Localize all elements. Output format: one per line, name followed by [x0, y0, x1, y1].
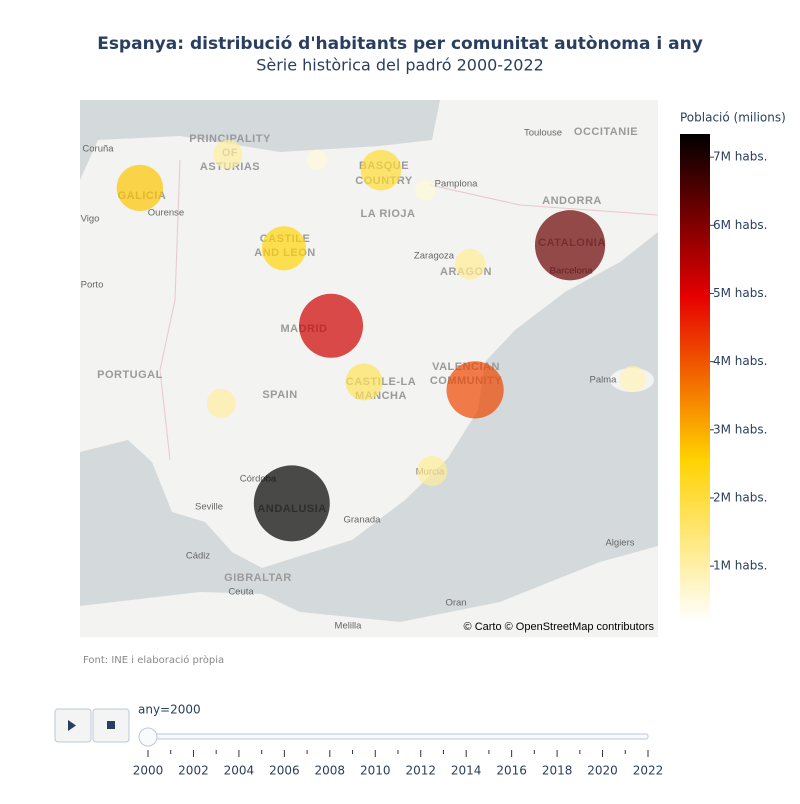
map-label: Melilla — [335, 621, 363, 632]
colorbar-tick-label: 6M habs. — [713, 218, 767, 232]
bubble — [213, 139, 243, 169]
map-label: Coruña — [82, 144, 114, 155]
slider-tick-label: 2008 — [315, 764, 346, 778]
colorbar-tick-label: 3M habs. — [713, 422, 767, 436]
slider-tick-label: 2022 — [633, 764, 664, 778]
map-label: Porto — [81, 280, 104, 291]
attribution: © Carto © OpenStreetMap contributors — [464, 621, 655, 633]
slider-current-label: any=2000 — [138, 703, 201, 717]
bubbles — [116, 139, 646, 542]
bubble — [360, 149, 402, 191]
map-label: Vigo — [81, 214, 100, 225]
slider-tick-label: 2002 — [178, 764, 209, 778]
slider[interactable]: 2000 2002 2004 2006 2008 2010 2012 2014 2016 2018… — [133, 727, 664, 778]
bubble — [253, 465, 330, 542]
colorbar-title: Població (milions) — [680, 111, 786, 125]
slider-track[interactable] — [147, 733, 649, 740]
bubble — [306, 149, 328, 171]
slider-handle[interactable] — [138, 727, 158, 747]
slider-tick-label: 2000 — [133, 764, 164, 778]
map-label: Zaragoza — [414, 251, 455, 262]
bubble — [534, 210, 606, 281]
map-label: Seville — [195, 502, 223, 513]
bubble — [206, 388, 236, 418]
slider-tick-label: 2010 — [360, 764, 391, 778]
map-label: GIBRALTAR — [224, 572, 292, 584]
chart-subtitle: Sèrie històrica del padró 2000-2022 — [256, 56, 544, 75]
bubble — [299, 293, 364, 358]
map-label: OCCITANIE — [574, 126, 638, 138]
map-label: Toulouse — [524, 128, 562, 139]
map-label: ANDORRA — [542, 195, 602, 207]
map-label: LA RIOJA — [361, 208, 416, 220]
colorbar-ticks: 1M habs. 2M habs. 3M habs. 4M habs. 5M habs.… — [710, 150, 767, 573]
bubble — [454, 248, 486, 280]
map-label: Palma — [590, 375, 618, 386]
colorbar — [680, 134, 710, 622]
map-label: Ceuta — [228, 587, 254, 598]
chart-title: Espanya: distribució d'habitants per com… — [97, 34, 703, 54]
map-label: Ourense — [148, 208, 184, 219]
map-label: Algiers — [605, 538, 634, 549]
slider-tick-label: 2012 — [405, 764, 436, 778]
basemap — [80, 100, 658, 637]
slider-tick-label: 2018 — [542, 764, 573, 778]
colorbar-tick-label: 4M habs. — [713, 354, 767, 368]
slider-tick-label: 2014 — [451, 764, 482, 778]
colorbar-tick-label: 2M habs. — [713, 490, 767, 504]
slider-tick-label: 2006 — [269, 764, 300, 778]
slider-tick-label: 2016 — [496, 764, 527, 778]
colorbar-tick-label: 7M habs. — [713, 150, 767, 164]
bubble — [345, 363, 383, 401]
colorbar-tick-label: 1M habs. — [713, 559, 767, 573]
map-label: PORTUGAL — [97, 369, 163, 381]
map-label: Córdoba — [240, 474, 277, 485]
colorbar-tick-label: 5M habs. — [713, 286, 767, 300]
map-label: Cádiz — [186, 551, 211, 562]
map-label: Oran — [445, 598, 466, 609]
bubble — [417, 455, 448, 487]
slider-tick-label: 2020 — [587, 764, 618, 778]
map-label: SPAIN — [262, 389, 297, 401]
bubble — [446, 361, 504, 419]
bubble — [116, 164, 164, 212]
map-label: Pamplona — [435, 179, 478, 190]
stop-button[interactable] — [92, 708, 130, 743]
source-note: Font: INE i elaboració pròpia — [83, 654, 224, 666]
bubble — [414, 179, 436, 201]
map-label: PRINCIPALITY — [189, 133, 271, 145]
map-label: Granada — [344, 515, 382, 526]
play-button[interactable] — [54, 708, 92, 743]
bubble — [619, 365, 646, 392]
slider-tick-label: 2004 — [224, 764, 255, 778]
bubble — [261, 226, 307, 271]
